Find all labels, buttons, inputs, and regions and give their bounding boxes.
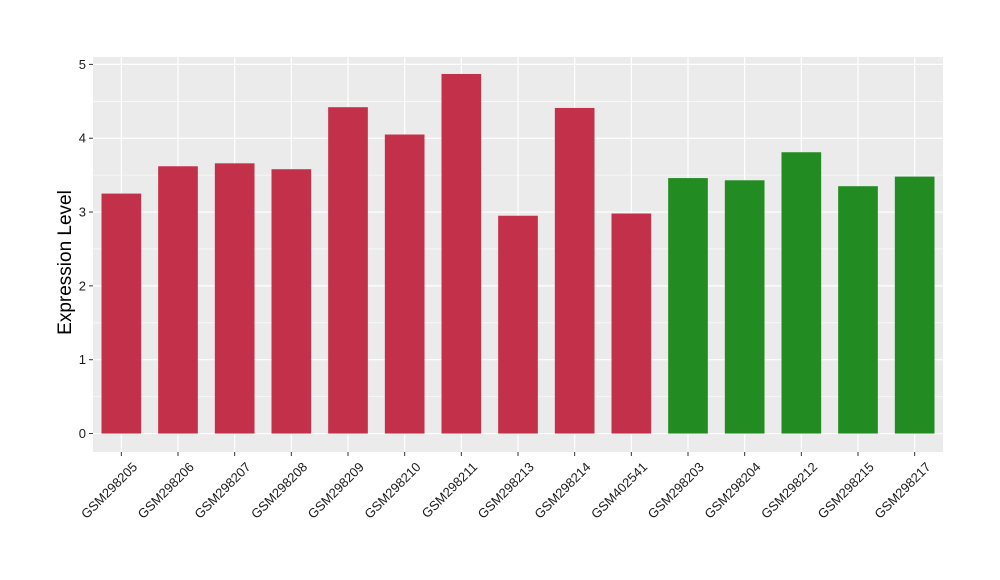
y-axis-title: Expression Level xyxy=(55,190,76,335)
x-tick-label: GSM298203 xyxy=(645,459,707,521)
x-tick-label: GSM298214 xyxy=(531,459,593,521)
bar-gsm402541 xyxy=(611,213,652,434)
y-tick-label: 4 xyxy=(79,131,86,146)
x-tick-label: GSM298205 xyxy=(78,459,140,521)
bar-gsm298214 xyxy=(554,107,595,434)
bar-gsm298209 xyxy=(328,107,368,434)
x-tick-label: GSM298204 xyxy=(701,459,763,521)
x-tick-label: GSM298210 xyxy=(361,459,423,521)
y-tick-label: 2 xyxy=(79,278,86,293)
bar-gsm298205 xyxy=(101,193,142,434)
x-tick-label: GSM298209 xyxy=(305,459,367,521)
bars xyxy=(101,73,935,434)
y-tick-label: 3 xyxy=(79,205,86,220)
x-tick-label: GSM298213 xyxy=(475,459,537,521)
bar-gsm298213 xyxy=(498,215,538,434)
x-tick-label: GSM298206 xyxy=(135,459,197,521)
x-tick-label: GSM298212 xyxy=(758,459,820,521)
bar-gsm298206 xyxy=(158,166,198,434)
bar-gsm298204 xyxy=(724,180,765,434)
y-tick-label: 0 xyxy=(79,426,86,441)
y-tick-label: 1 xyxy=(79,352,86,367)
bar-gsm298210 xyxy=(384,134,425,434)
bar-gsm298211 xyxy=(441,73,482,434)
bar-gsm298207 xyxy=(214,163,255,434)
x-tick-label: GSM298217 xyxy=(871,459,933,521)
bar-gsm298215 xyxy=(838,186,878,434)
y-tick-label: 5 xyxy=(79,57,86,72)
bar-gsm298217 xyxy=(894,176,935,434)
x-tick-label: GSM298208 xyxy=(248,459,310,521)
x-tick-label: GSM298215 xyxy=(815,459,877,521)
x-tick-label: GSM402541 xyxy=(588,459,650,521)
x-tick-label: GSM298211 xyxy=(419,459,481,521)
bar-gsm298212 xyxy=(781,152,822,434)
y-axis: 0 1 2 3 4 5 xyxy=(79,57,93,441)
bar-gsm298208 xyxy=(271,169,312,434)
bar-gsm298203 xyxy=(668,178,708,434)
x-axis: GSM298205GSM298206GSM298207GSM298208GSM2… xyxy=(78,452,934,522)
x-tick-label: GSM298207 xyxy=(191,459,253,521)
